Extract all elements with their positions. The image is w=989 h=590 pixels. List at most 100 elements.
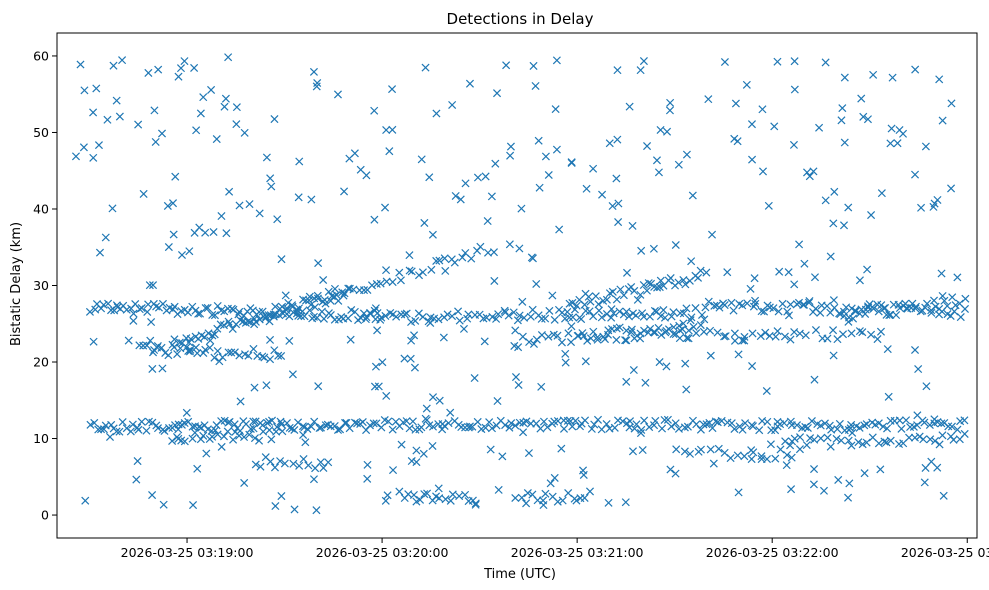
data-point xyxy=(613,135,622,144)
data-point xyxy=(766,440,775,449)
data-point xyxy=(176,344,185,353)
data-point xyxy=(669,329,678,339)
data-point xyxy=(213,301,222,311)
data-point xyxy=(740,336,749,345)
data-point xyxy=(224,348,233,357)
data-point xyxy=(405,424,414,433)
data-point xyxy=(946,311,955,320)
data-point xyxy=(615,323,624,332)
data-point xyxy=(501,421,510,430)
data-point xyxy=(76,60,85,69)
data-point xyxy=(256,462,265,471)
data-point xyxy=(598,190,607,199)
data-point xyxy=(465,422,474,431)
data-point xyxy=(529,61,538,70)
data-point xyxy=(577,315,586,324)
data-point xyxy=(838,104,847,113)
data-point xyxy=(593,335,602,344)
data-point xyxy=(425,173,434,182)
data-point xyxy=(467,254,476,263)
data-point xyxy=(186,334,195,344)
data-point xyxy=(241,318,250,327)
data-point xyxy=(203,303,212,312)
data-point xyxy=(795,329,804,338)
data-point xyxy=(781,437,790,446)
data-point xyxy=(671,419,680,428)
data-point xyxy=(126,427,135,436)
data-point xyxy=(517,493,526,502)
data-point xyxy=(750,274,759,283)
data-point xyxy=(381,496,390,505)
data-point xyxy=(637,246,646,255)
data-point xyxy=(471,499,480,508)
data-point xyxy=(251,460,260,469)
data-point xyxy=(290,505,299,514)
data-point xyxy=(773,327,782,336)
data-point xyxy=(80,86,89,95)
data-point xyxy=(451,191,460,201)
data-point xyxy=(771,454,780,463)
data-point xyxy=(144,68,153,77)
data-point xyxy=(266,311,275,320)
data-point xyxy=(193,349,202,358)
data-point xyxy=(911,65,920,74)
data-point xyxy=(923,299,932,308)
data-point xyxy=(639,57,648,66)
data-point xyxy=(276,417,285,426)
data-point xyxy=(220,307,229,316)
data-point xyxy=(607,305,616,314)
data-point xyxy=(630,424,639,433)
data-point xyxy=(658,424,667,433)
data-point xyxy=(434,315,443,324)
data-point xyxy=(201,345,210,354)
data-point xyxy=(209,227,218,237)
data-point xyxy=(917,203,926,212)
data-point xyxy=(262,153,271,162)
data-point xyxy=(823,334,832,343)
data-point xyxy=(882,438,891,447)
data-point xyxy=(342,418,351,427)
data-point xyxy=(682,334,691,343)
data-point xyxy=(464,310,473,319)
data-point xyxy=(573,331,582,340)
data-point xyxy=(133,457,142,466)
data-point xyxy=(816,308,825,317)
data-point xyxy=(418,312,427,321)
data-point xyxy=(755,426,764,435)
data-point xyxy=(805,297,814,306)
y-tick-label: 40 xyxy=(33,201,49,216)
data-point xyxy=(316,423,325,432)
data-point xyxy=(730,329,739,338)
data-point xyxy=(625,417,635,426)
data-point xyxy=(310,303,320,312)
data-point xyxy=(370,106,379,115)
data-point xyxy=(277,255,286,264)
data-point xyxy=(748,422,758,431)
data-point xyxy=(522,499,531,508)
data-point xyxy=(930,415,939,424)
data-point xyxy=(838,330,848,339)
data-point xyxy=(553,331,562,340)
data-point xyxy=(636,290,645,299)
data-point xyxy=(89,337,98,346)
data-point xyxy=(312,506,321,515)
x-tick-label: 2026-03-25 03:22:00 xyxy=(706,545,839,560)
data-point xyxy=(118,418,127,427)
data-point xyxy=(809,480,818,489)
data-point xyxy=(855,423,864,432)
data-point xyxy=(312,82,321,91)
data-point xyxy=(883,345,892,354)
data-point xyxy=(157,129,167,138)
data-point xyxy=(112,301,121,310)
data-point xyxy=(666,465,675,474)
data-point xyxy=(277,351,286,361)
data-point xyxy=(684,334,693,343)
data-point xyxy=(558,496,567,505)
data-point xyxy=(848,428,857,437)
y-tick-label: 30 xyxy=(33,278,49,293)
data-point xyxy=(713,328,722,337)
data-point xyxy=(671,330,680,339)
data-point xyxy=(441,266,450,275)
